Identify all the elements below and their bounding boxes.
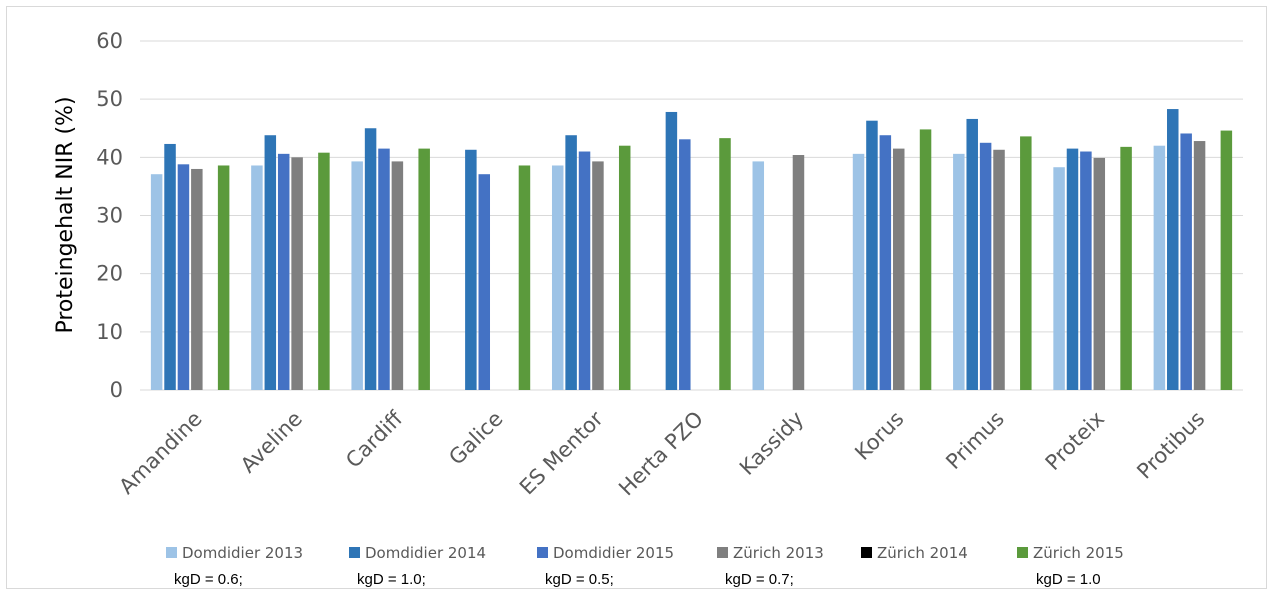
y-tick-label: 30 [96, 204, 123, 228]
bar-es-mentor-2 [578, 151, 591, 390]
category-label: Herta PZO [614, 407, 708, 501]
legend-entry: Domdidier 2015 [553, 544, 674, 562]
category-labels: Amandine Aveline Cardiff Galice ES Mentor Her… [114, 406, 1209, 500]
bar-protibus-3 [1193, 141, 1206, 390]
legend-swatch [861, 547, 872, 558]
legend-note: kgD = 0.6; [174, 571, 243, 588]
legend-swatch [717, 547, 728, 558]
bar-amandine-2 [177, 164, 190, 390]
bar-amandine-5 [217, 165, 230, 390]
bar-aveline-2 [277, 153, 290, 390]
bar-aveline-0 [251, 165, 263, 390]
y-tick-label: 60 [96, 29, 123, 53]
category-label: Amandine [114, 407, 206, 499]
bar-proteix-1 [1066, 148, 1079, 390]
bar-kassidy-3 [792, 155, 805, 390]
bar-korus-3 [892, 148, 905, 390]
category-label: Proteix [1041, 407, 1109, 475]
y-tick-label: 10 [96, 320, 123, 344]
bar-cardiff-0 [351, 161, 363, 390]
bar-proteix-5 [1120, 146, 1132, 390]
legend-note: kgD = 0.5; [545, 571, 614, 588]
bar-aveline-3 [291, 157, 303, 390]
bar-korus-2 [879, 135, 892, 390]
legend-entry: Domdidier 2013 [182, 544, 303, 562]
legend-note: kgD = 1.0 [1036, 571, 1101, 588]
bar-cardiff-5 [418, 148, 430, 390]
category-label: Galice [444, 407, 507, 470]
category-label: ES Mentor [515, 406, 608, 499]
bar-cardiff-1 [364, 128, 377, 390]
bar-cardiff-2 [378, 148, 390, 390]
y-axis-ticks: 0 10 20 30 40 50 60 [96, 29, 123, 402]
legend-swatch [166, 547, 177, 558]
bar-korus-1 [866, 120, 878, 391]
legend: Domdidier 2013 kgD = 0.6; Domdidier 2014 kg… [166, 544, 1124, 588]
bar-herta-pzo-1 [665, 111, 678, 391]
bar-protibus-1 [1167, 109, 1179, 391]
category-label: Kassidy [735, 407, 808, 480]
bar-amandine-0 [150, 174, 163, 390]
category-label: Primus [941, 407, 1009, 475]
bar-korus-5 [919, 129, 932, 390]
bar-es-mentor-5 [618, 145, 631, 390]
bar-herta-pzo-5 [719, 138, 731, 390]
bar-es-mentor-0 [551, 165, 564, 390]
bar-es-mentor-3 [592, 161, 604, 390]
legend-entry: Zürich 2014 [877, 544, 968, 562]
bar-aveline-1 [264, 135, 277, 390]
bar-galice-1 [465, 149, 477, 390]
bar-primus-3 [993, 149, 1005, 390]
legend-note: kgD = 1.0; [357, 571, 426, 588]
bar-protibus-0 [1153, 145, 1166, 390]
y-tick-label: 50 [96, 87, 123, 111]
bar-proteix-2 [1080, 151, 1092, 390]
bar-proteix-0 [1053, 167, 1065, 390]
legend-swatch [349, 547, 360, 558]
bar-proteix-3 [1093, 157, 1106, 390]
bar-herta-pzo-2 [679, 139, 691, 390]
legend-note: kgD = 0.7; [725, 571, 794, 588]
bar-galice-5 [518, 165, 531, 390]
bar-amandine-3 [191, 168, 203, 390]
bar-primus-2 [979, 142, 992, 390]
bars [150, 109, 1233, 391]
legend-entry: Domdidier 2014 [365, 544, 486, 562]
bar-galice-2 [478, 174, 491, 390]
y-tick-label: 40 [96, 145, 123, 169]
bar-kassidy-0 [752, 161, 765, 390]
category-label: Aveline [236, 407, 307, 478]
y-tick-label: 0 [110, 378, 123, 402]
bar-amandine-1 [164, 143, 176, 390]
legend-swatch [1017, 547, 1028, 558]
bar-aveline-5 [318, 152, 330, 390]
y-tick-label: 20 [96, 262, 123, 286]
bar-protibus-2 [1180, 133, 1192, 391]
bar-korus-0 [852, 153, 865, 390]
category-label: Korus [850, 407, 908, 465]
legend-entry: Zürich 2015 [1033, 544, 1124, 562]
bar-primus-5 [1020, 136, 1032, 390]
bar-primus-1 [966, 118, 978, 391]
bar-primus-0 [953, 153, 965, 390]
legend-entry: Zürich 2013 [733, 544, 824, 562]
bar-cardiff-3 [391, 161, 404, 390]
bar-protibus-5 [1220, 130, 1233, 390]
bar-es-mentor-1 [565, 135, 577, 390]
category-label: Protibus [1132, 407, 1209, 484]
category-label: Cardiff [341, 406, 407, 472]
y-axis-label: Proteingehalt NIR (%) [53, 96, 78, 333]
legend-swatch [537, 547, 548, 558]
